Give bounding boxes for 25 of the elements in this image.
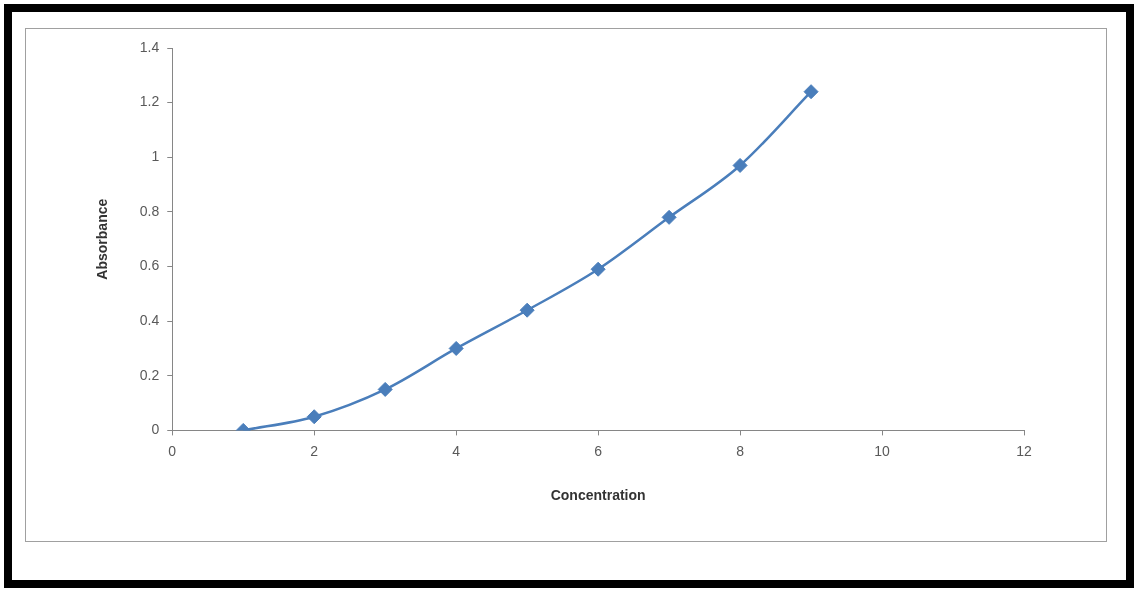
y-tick-label: 1.2 <box>139 93 160 110</box>
point <box>803 84 819 100</box>
x-tick-label: 4 <box>452 442 461 459</box>
x-tick-label: 0 <box>168 442 177 459</box>
x-tick-label: 2 <box>310 442 319 459</box>
x-tick-label: 10 <box>874 442 891 459</box>
y-tick-label: 0.6 <box>139 257 160 274</box>
y-tick-label: 0.4 <box>139 312 160 328</box>
y-axis-title: Absorbance <box>94 198 111 280</box>
y-tick-label: 1 <box>151 148 160 165</box>
point <box>519 302 535 318</box>
point <box>661 209 677 225</box>
y-tick-label: 0.2 <box>139 366 160 383</box>
x-tick-label: 12 <box>1016 442 1032 459</box>
x-tick-label: 8 <box>736 442 745 459</box>
y-tick-label: 0 <box>151 421 160 438</box>
y-tick-label: 0.8 <box>139 202 160 219</box>
point <box>448 340 464 356</box>
point <box>590 261 606 277</box>
point <box>732 157 748 173</box>
point <box>306 409 322 425</box>
point <box>377 381 393 397</box>
y-tick-label: 1.4 <box>139 38 160 55</box>
x-tick-label: 6 <box>594 442 603 459</box>
x-axis-title: Concentration <box>550 487 646 504</box>
